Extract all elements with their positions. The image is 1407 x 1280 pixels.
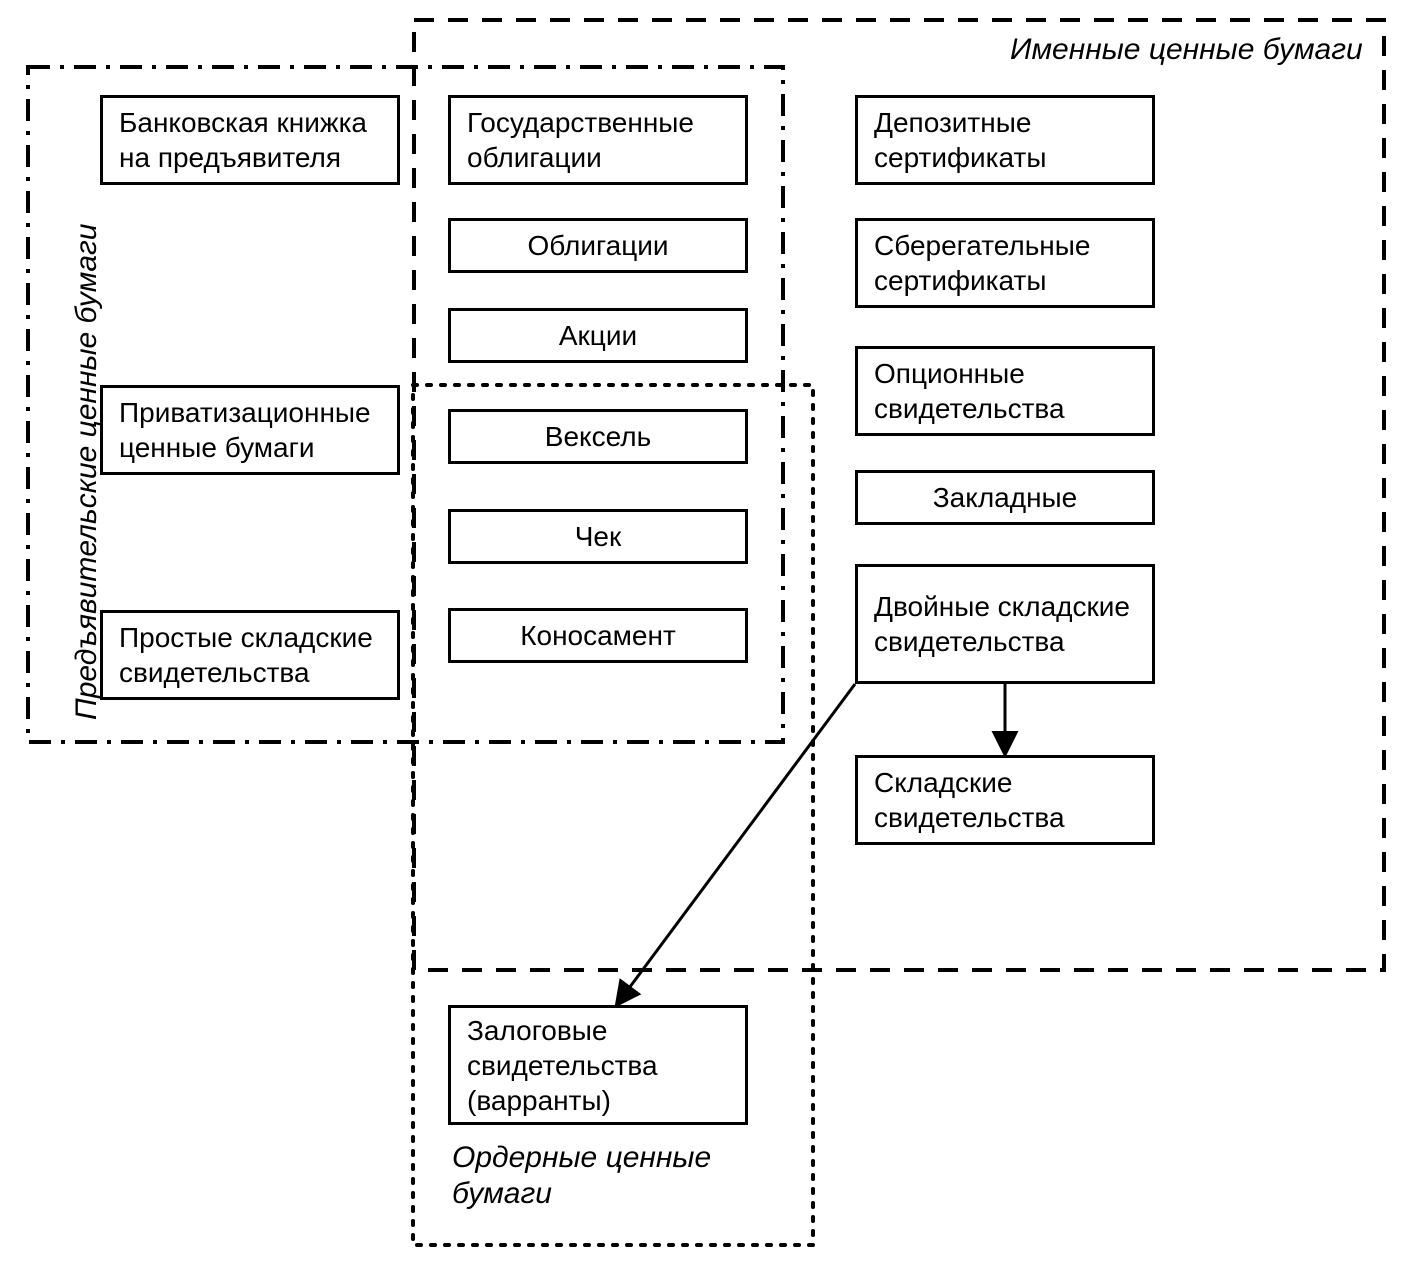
- group-registered-label: Именные ценные бумаги: [1010, 32, 1363, 68]
- group-bearer-label: Предъявительские ценные бумаги: [70, 224, 104, 721]
- node-simple-warehouse: Простые складские свидетельства: [100, 610, 400, 700]
- node-cheque: Чек: [448, 509, 748, 564]
- node-bill: Вексель: [448, 409, 748, 464]
- edge-double-to-warrant: [618, 684, 855, 1003]
- node-bonds: Облигации: [448, 218, 748, 273]
- node-warrant: Залоговые свидетельства (варранты): [448, 1005, 748, 1125]
- group-order-label: Ордерные ценные бумаги: [452, 1140, 712, 1212]
- node-savings-cert: Сберегательные сертификаты: [855, 218, 1155, 308]
- node-gov-bonds: Государственные облигации: [448, 95, 748, 185]
- node-mortgage: Закладные: [855, 470, 1155, 525]
- node-bill-of-lading: Коносамент: [448, 608, 748, 663]
- node-privatization: Приватизационные ценные бумаги: [100, 385, 400, 475]
- node-option-cert: Опционные свидетельства: [855, 346, 1155, 436]
- node-double-warehouse: Двойные складские свидетельства: [855, 564, 1155, 684]
- node-deposit-cert: Депозитные сертификаты: [855, 95, 1155, 185]
- node-warehouse-cert: Складские свидетельства: [855, 755, 1155, 845]
- node-shares: Акции: [448, 308, 748, 363]
- node-bank-book: Банковская книжка на предъявителя: [100, 95, 400, 185]
